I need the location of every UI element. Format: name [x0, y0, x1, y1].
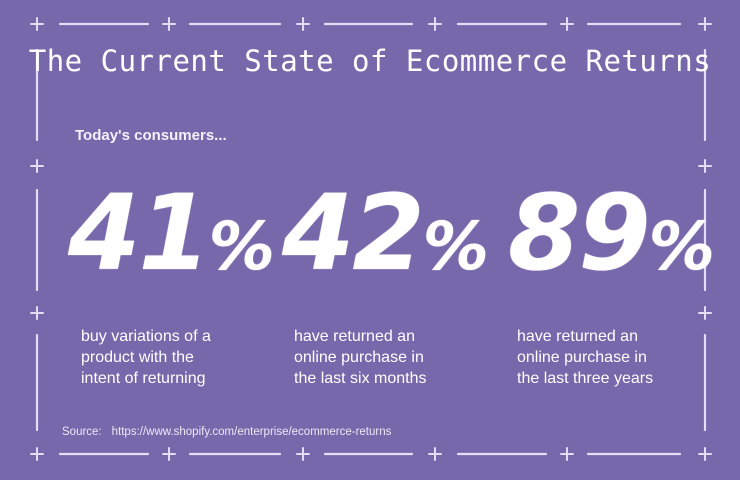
plus-icon: [428, 447, 442, 461]
stat-42: 42%: [282, 168, 489, 312]
plus-icon: [560, 17, 574, 31]
stat-description: buy variations of a product with the int…: [81, 328, 211, 387]
plus-icon: [698, 306, 712, 320]
plus-icon: [698, 447, 712, 461]
source-url: https://www.shopify.com/enterprise/ecomm…: [111, 426, 392, 438]
stat-value: 41%: [68, 172, 275, 294]
plus-icon: [698, 17, 712, 31]
plus-icon: [30, 447, 44, 461]
stat-value: 42%: [282, 172, 489, 294]
plus-icon: [296, 447, 310, 461]
source-citation: Source: https://www.shopify.com/enterpris…: [62, 426, 391, 438]
plus-icon: [30, 159, 44, 173]
stat-description: have returned an online purchase in the …: [294, 328, 427, 387]
plus-icon: [30, 17, 44, 31]
page-title: The Current State of Ecommerce Returns: [28, 44, 712, 78]
plus-icon: [162, 447, 176, 461]
plus-icon: [428, 17, 442, 31]
intro-text: Today's consumers...: [75, 127, 227, 144]
plus-icon: [162, 17, 176, 31]
plus-icon: [560, 447, 574, 461]
plus-icon: [296, 17, 310, 31]
stat-value: 89%: [508, 172, 715, 294]
stat-41: 41%: [68, 168, 275, 312]
plus-icon: [698, 159, 712, 173]
stat-89: 89%: [508, 168, 715, 312]
source-label: Source:: [62, 426, 102, 438]
plus-icon: [30, 306, 44, 320]
stat-description: have returned an online purchase in the …: [517, 328, 654, 387]
